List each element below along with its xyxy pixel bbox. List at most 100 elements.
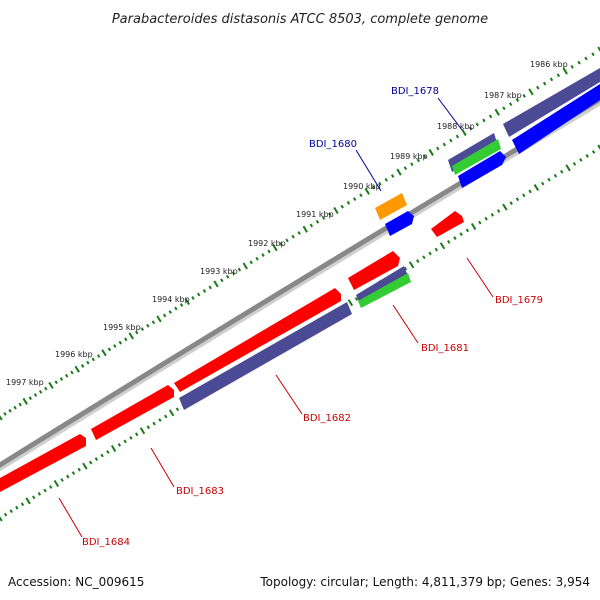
upper-tick [359, 193, 363, 198]
gene-bdi-1681-red[interactable] [348, 251, 400, 290]
lower-tick [0, 516, 3, 522]
lower-tick [15, 505, 19, 510]
upper-tick [156, 315, 162, 323]
topology-text: Topology: circular; Length: 4,811,379 bp… [259, 575, 590, 589]
gene-bdi-1678-green[interactable] [452, 139, 501, 175]
upper-tick [162, 313, 167, 318]
upper-tick [584, 56, 588, 61]
lower-tick [408, 261, 415, 269]
upper-tick [18, 402, 22, 407]
lower-tick [585, 154, 589, 158]
lower-tick [25, 497, 31, 505]
lower-tick [152, 421, 156, 426]
lower-tick [3, 512, 8, 517]
upper-tick [48, 381, 54, 389]
upper-tick [494, 108, 500, 116]
gene-label-bdi-1680[interactable]: BDI_1680 [309, 139, 357, 150]
upper-tick [396, 168, 402, 176]
upper-tick [302, 225, 308, 233]
upper-tick [515, 98, 520, 102]
lower-tick [515, 197, 520, 202]
lower-tick [82, 462, 88, 470]
upper-tick [91, 357, 95, 362]
lower-tick [117, 443, 122, 447]
upper-tick [13, 405, 17, 410]
accession-text: Accession: NC_009615 [8, 575, 144, 589]
upper-tick [482, 118, 486, 123]
lower-tick [158, 418, 162, 422]
gene-bdi-1681-green[interactable] [358, 273, 411, 308]
lower-tick [60, 478, 64, 482]
upper-tick [208, 285, 212, 290]
gene-label-bdi-1679[interactable]: BDI_1679 [495, 295, 543, 306]
upper-tick [321, 216, 326, 220]
kbp-label: 1986 kbp [530, 60, 568, 69]
upper-tick [536, 85, 540, 90]
upper-tick [297, 231, 301, 235]
gene-label-bdi-1682[interactable]: BDI_1682 [303, 413, 351, 424]
upper-tick [442, 142, 446, 147]
upper-tick [528, 88, 534, 96]
gene-features [0, 68, 600, 492]
upper-tick [461, 129, 467, 137]
upper-tick [416, 158, 420, 163]
upper-tick [118, 340, 122, 345]
lower-tick [422, 255, 426, 260]
lower-tick [565, 164, 571, 172]
gene-bdi-1679-blue[interactable] [458, 151, 506, 188]
lower-tick [416, 259, 420, 263]
kbp-label: 1992 kbp [248, 239, 286, 248]
lower-tick [465, 228, 470, 233]
lower-tick [528, 189, 532, 194]
upper-tick [249, 260, 253, 265]
lower-tick [522, 193, 526, 198]
upper-tick [59, 377, 64, 381]
gene-bdi-1684-red[interactable] [0, 434, 86, 492]
gene-label-bdi-1684[interactable]: BDI_1684 [82, 537, 130, 548]
kbp-label: 1990 kbp [343, 182, 381, 191]
gene-bdi-1681-navy[interactable] [356, 266, 408, 304]
gene-label-bdi-1683[interactable]: BDI_1683 [176, 486, 224, 497]
upper-tick [378, 181, 382, 186]
upper-tick [242, 262, 248, 270]
gene-bdi-1680-blue[interactable] [385, 211, 414, 236]
gene-bdi-1680-orange[interactable] [375, 193, 407, 220]
lower-tick [347, 299, 354, 307]
gene-bdi-1683-red[interactable] [91, 385, 174, 440]
upper-tick [353, 197, 357, 201]
upper-tick [86, 360, 90, 365]
lower-tick [175, 407, 180, 412]
lower-tick [135, 432, 139, 437]
upper-tick [570, 64, 574, 69]
gene-bdi-1679-bar[interactable] [431, 211, 464, 237]
lower-tick [129, 435, 133, 440]
upper-tick [556, 73, 561, 78]
gene-bdi-1679-blue[interactable] [512, 84, 600, 154]
upper-tick [562, 67, 568, 75]
gene-bdi-1678-bar[interactable] [503, 68, 600, 137]
upper-tick [384, 177, 388, 182]
upper-tick [70, 370, 74, 375]
upper-tick [279, 242, 283, 246]
lower-tick [453, 236, 457, 240]
upper-tick [488, 114, 493, 119]
upper-tick [475, 122, 479, 127]
upper-tick [597, 46, 600, 52]
gene-label-bdi-1678[interactable]: BDI_1678 [391, 86, 439, 97]
lower-tick [572, 161, 577, 166]
upper-tick [502, 106, 506, 111]
gene-bdi-1682-navy[interactable] [179, 302, 352, 410]
gene-bdi-1682-red[interactable] [174, 288, 341, 392]
lower-tick [597, 144, 600, 150]
upper-tick [128, 332, 134, 340]
gene-labels: BDI_1678 BDI_1680 BDI_1679 BDI_1681 BDI_… [82, 86, 543, 548]
upper-tick [255, 256, 259, 261]
upper-tick [64, 373, 69, 378]
kbp-label: 1997 kbp [6, 378, 44, 387]
upper-tick [146, 323, 150, 328]
gene-label-bdi-1681[interactable]: BDI_1681 [421, 343, 469, 354]
lower-tick [164, 414, 168, 419]
upper-tick [0, 415, 3, 421]
kbp-label: 1995 kbp [103, 323, 141, 332]
upper-tick [44, 386, 48, 391]
